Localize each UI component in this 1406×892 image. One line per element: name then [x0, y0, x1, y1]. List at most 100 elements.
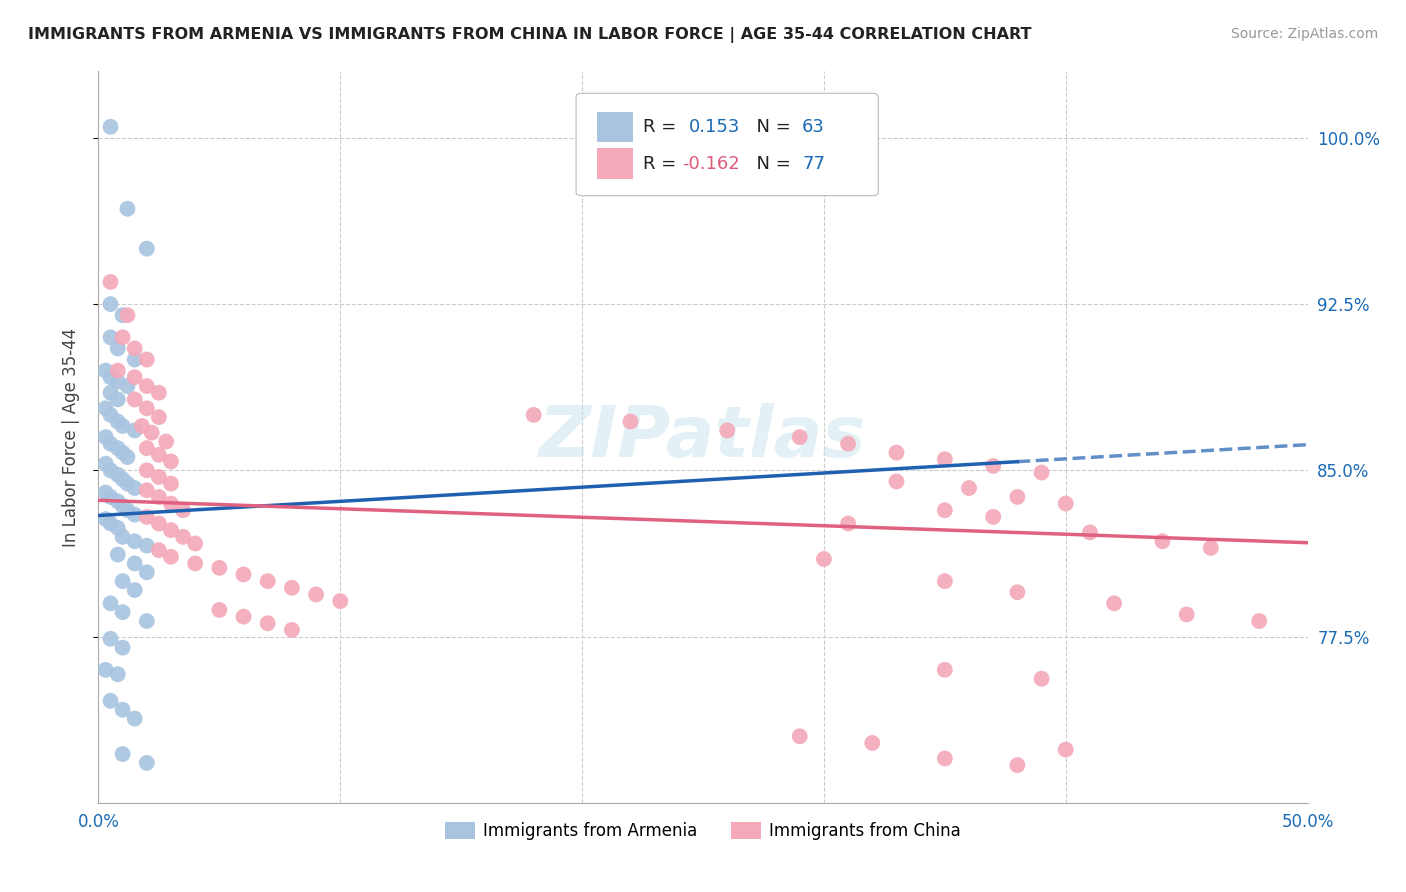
Point	[94, 363, 117, 377]
Point	[232, 609, 254, 624]
Point	[1031, 672, 1053, 686]
Point	[1199, 541, 1222, 555]
Point	[716, 424, 738, 438]
Point	[135, 614, 157, 628]
Point	[107, 363, 129, 377]
Text: 77: 77	[803, 154, 825, 172]
Text: N =: N =	[745, 154, 797, 172]
Point	[124, 534, 146, 549]
Point	[117, 308, 139, 322]
Text: Source: ZipAtlas.com: Source: ZipAtlas.com	[1230, 27, 1378, 41]
Point	[124, 508, 146, 522]
Point	[281, 623, 304, 637]
Point	[981, 509, 1004, 524]
Point	[107, 392, 129, 407]
Text: R =: R =	[643, 118, 682, 136]
Text: 0.153: 0.153	[689, 118, 740, 136]
Point	[886, 445, 908, 459]
Point	[107, 667, 129, 681]
Point	[1007, 585, 1029, 599]
Point	[329, 594, 352, 608]
Point	[148, 385, 170, 400]
Point	[107, 467, 129, 482]
FancyBboxPatch shape	[576, 94, 879, 195]
Point	[135, 401, 157, 416]
Point	[135, 756, 157, 770]
Point	[107, 548, 129, 562]
Point	[184, 536, 207, 550]
Point	[131, 419, 153, 434]
Point	[124, 352, 146, 367]
Point	[111, 703, 134, 717]
Point	[111, 605, 134, 619]
Point	[111, 445, 134, 459]
Point	[160, 476, 183, 491]
Point	[981, 458, 1004, 473]
Point	[124, 370, 146, 384]
Point	[111, 640, 134, 655]
Point	[232, 567, 254, 582]
FancyBboxPatch shape	[596, 148, 633, 179]
Point	[111, 574, 134, 589]
Point	[934, 663, 956, 677]
Point	[100, 463, 122, 477]
Point	[208, 603, 231, 617]
Point	[619, 415, 641, 429]
Point	[107, 441, 129, 455]
Point	[100, 275, 122, 289]
Point	[1078, 525, 1101, 540]
Point	[155, 434, 177, 449]
Point	[934, 503, 956, 517]
Point	[111, 330, 134, 344]
Y-axis label: In Labor Force | Age 35-44: In Labor Force | Age 35-44	[62, 327, 80, 547]
Point	[124, 342, 146, 356]
Point	[1007, 490, 1029, 504]
FancyBboxPatch shape	[596, 112, 633, 143]
Point	[100, 297, 122, 311]
Point	[184, 557, 207, 571]
Point	[256, 616, 278, 631]
Point	[100, 370, 122, 384]
Point	[135, 463, 157, 477]
Text: -0.162: -0.162	[682, 154, 740, 172]
Point	[124, 392, 146, 407]
Point	[107, 415, 129, 429]
Point	[141, 425, 163, 440]
Point	[934, 751, 956, 765]
Point	[100, 408, 122, 422]
Point	[523, 408, 546, 422]
Point	[94, 485, 117, 500]
Point	[1007, 758, 1029, 772]
Point	[886, 475, 908, 489]
Point	[124, 712, 146, 726]
Text: N =: N =	[745, 118, 797, 136]
Point	[124, 557, 146, 571]
Point	[957, 481, 980, 495]
Text: ZIPatlas: ZIPatlas	[540, 402, 866, 472]
Point	[135, 242, 157, 256]
Point	[100, 596, 122, 610]
Point	[100, 632, 122, 646]
Point	[160, 497, 183, 511]
Text: IMMIGRANTS FROM ARMENIA VS IMMIGRANTS FROM CHINA IN LABOR FORCE | AGE 35-44 CORR: IMMIGRANTS FROM ARMENIA VS IMMIGRANTS FR…	[28, 27, 1032, 43]
Point	[281, 581, 304, 595]
Point	[837, 516, 859, 531]
Point	[117, 503, 139, 517]
Text: R =: R =	[643, 154, 682, 172]
Point	[124, 481, 146, 495]
Point	[117, 202, 139, 216]
Point	[111, 530, 134, 544]
Point	[160, 523, 183, 537]
Point	[160, 454, 183, 468]
Point	[172, 503, 194, 517]
Point	[1054, 497, 1077, 511]
Point	[117, 379, 139, 393]
Point	[148, 470, 170, 484]
Point	[135, 566, 157, 580]
Point	[107, 375, 129, 389]
Point	[934, 452, 956, 467]
Point	[100, 120, 122, 134]
Point	[135, 509, 157, 524]
Point	[135, 483, 157, 498]
Point	[860, 736, 883, 750]
